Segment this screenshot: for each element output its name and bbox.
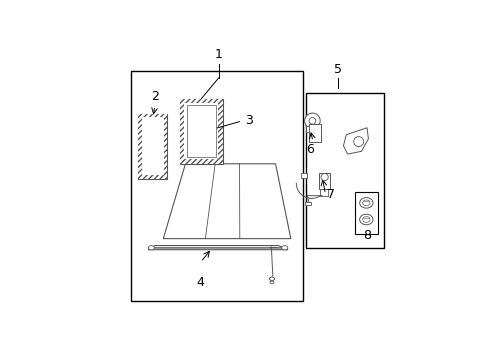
Bar [138,114,167,179]
FancyBboxPatch shape [318,173,330,189]
Polygon shape [343,128,367,154]
Text: 1: 1 [214,48,222,61]
Text: 7: 7 [326,188,334,201]
FancyBboxPatch shape [308,123,321,141]
Ellipse shape [362,217,369,222]
FancyBboxPatch shape [320,189,327,196]
Ellipse shape [359,214,372,225]
Bar [138,175,167,179]
Bar [354,192,377,234]
Bar [305,93,383,248]
Text: 3: 3 [244,114,252,127]
Ellipse shape [269,277,274,281]
Bar [305,126,309,132]
Ellipse shape [269,281,273,284]
Circle shape [320,174,327,181]
Bar [180,99,223,164]
Bar [138,114,142,179]
Text: 4: 4 [196,276,204,289]
Bar [180,99,223,103]
Text: 2: 2 [151,90,159,103]
Ellipse shape [148,246,154,250]
Bar [305,202,310,205]
Ellipse shape [362,200,369,206]
Bar [138,114,167,117]
Polygon shape [163,164,290,239]
Circle shape [304,113,320,129]
Bar [218,99,223,164]
Bar [180,99,184,164]
Bar [180,159,223,164]
Circle shape [353,136,363,147]
Bar [131,71,303,301]
Circle shape [308,117,315,124]
Ellipse shape [359,198,372,208]
Bar [186,105,216,157]
Text: 5: 5 [333,63,341,76]
Ellipse shape [281,246,287,250]
Text: 8: 8 [362,229,370,242]
Bar [163,114,167,179]
Bar [300,174,306,177]
Polygon shape [148,246,287,250]
Text: 6: 6 [305,143,313,157]
